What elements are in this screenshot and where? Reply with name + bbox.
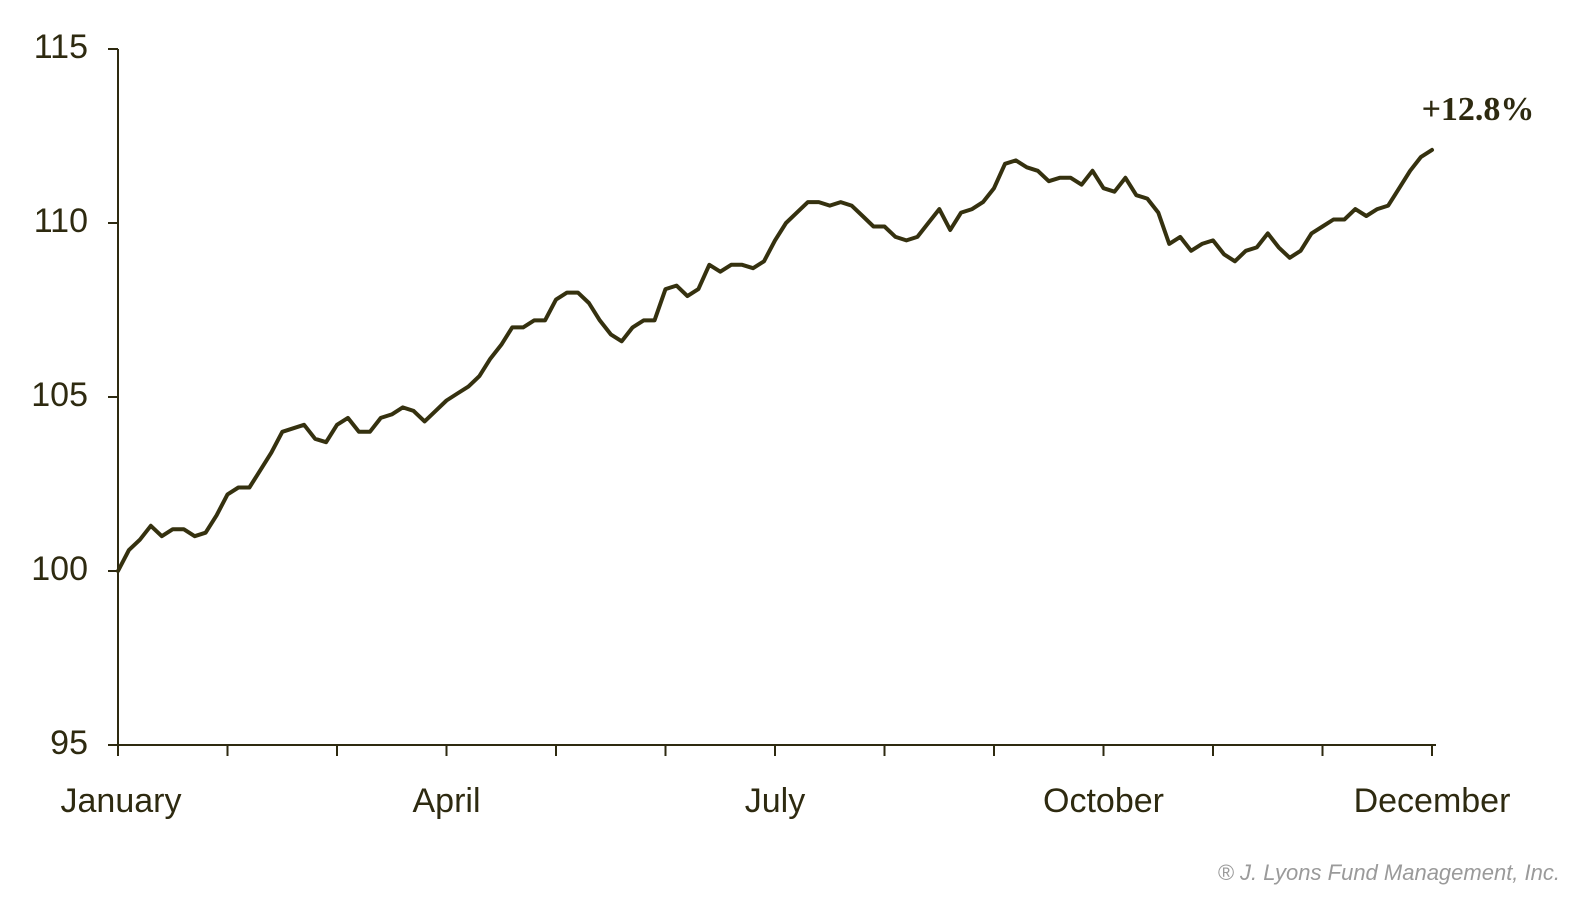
credit: ® J. Lyons Fund Management, Inc. [1218, 860, 1560, 885]
line [116, 147, 1434, 573]
x-tick-label: January [61, 782, 182, 820]
x-tick-label: December [1354, 782, 1511, 820]
x-tick-label: April [412, 782, 480, 820]
x-tick-label: October [1043, 782, 1164, 820]
y-tick-label: 110 [34, 202, 88, 240]
annotation: +12.8% [1422, 91, 1535, 128]
y-tick-label: 100 [31, 550, 88, 588]
x-tick-label: July [745, 782, 805, 820]
y-tick-label: 95 [50, 724, 88, 762]
y-tick-label: 105 [31, 376, 88, 414]
y-tick-label: 115 [34, 28, 88, 66]
